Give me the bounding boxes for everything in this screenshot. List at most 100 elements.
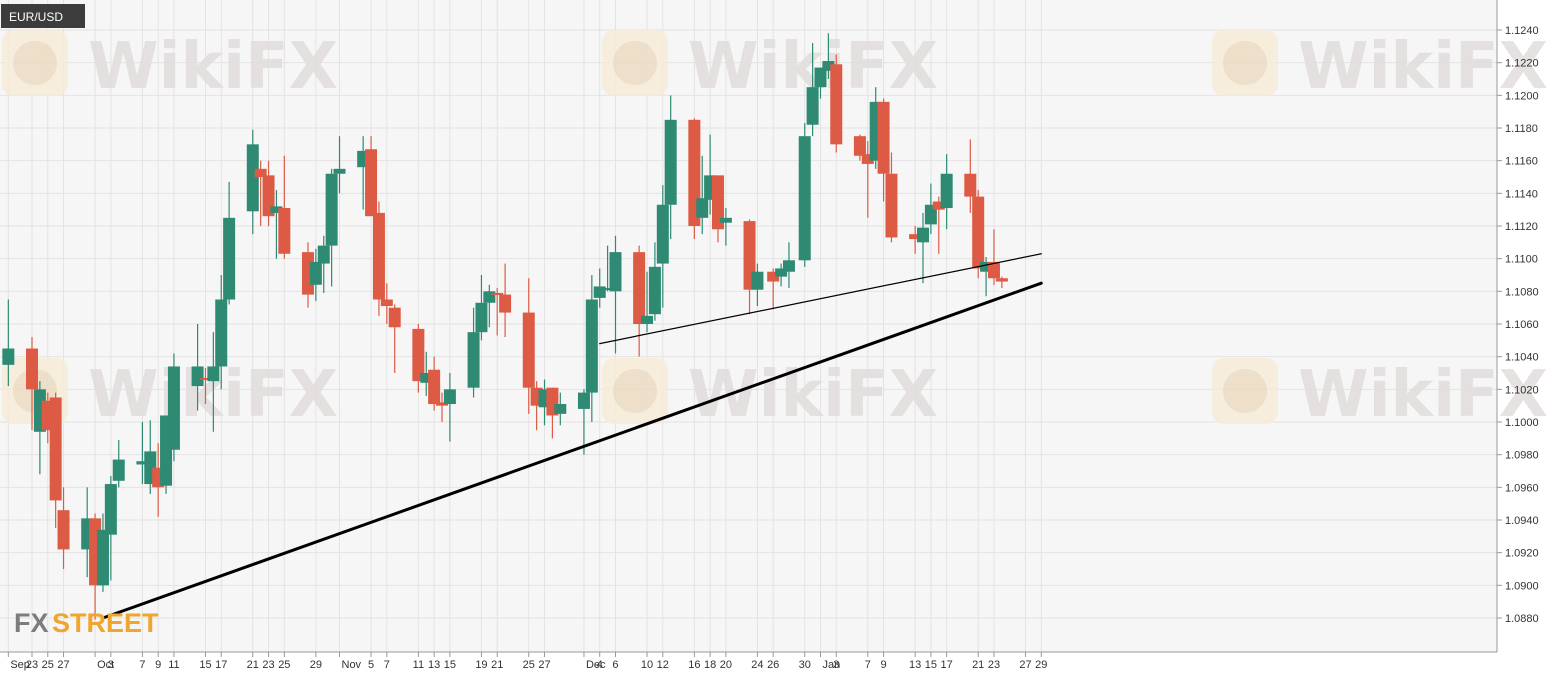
trendlines (101, 253, 1043, 620)
wikifx-watermark-text: WikiFX (88, 30, 338, 104)
candle (215, 275, 228, 390)
candle (585, 275, 598, 422)
x-tick-label: 3 (108, 659, 114, 671)
candle-body (861, 154, 874, 164)
candle (112, 439, 125, 488)
y-tick-label: 1.1020 (1505, 384, 1539, 396)
candle-body (2, 348, 15, 365)
candle-body (333, 168, 346, 174)
candle (601, 245, 614, 292)
y-tick-label: 1.1040 (1505, 352, 1539, 364)
candle (664, 95, 677, 240)
candle-body (601, 288, 614, 291)
candle-body (853, 136, 866, 156)
candle (577, 389, 590, 455)
logo-fx: FX (14, 608, 49, 638)
candle-body (932, 201, 945, 210)
candle (428, 356, 441, 411)
candle-body (467, 332, 480, 388)
x-tick-label: 21 (247, 659, 259, 671)
candle-body (577, 392, 590, 409)
candle (136, 422, 149, 485)
candle-body (365, 149, 378, 217)
candle-body (719, 217, 732, 223)
y-tick-label: 1.0980 (1505, 450, 1539, 462)
candle-body (499, 294, 512, 313)
candle (696, 155, 709, 235)
y-axis-background (1497, 0, 1565, 678)
candle-body (814, 67, 827, 88)
wikifx-watermark: WikiFX (602, 358, 938, 432)
candle-body (483, 291, 496, 303)
candle-body (104, 484, 117, 535)
x-tick-label: 4 (597, 659, 603, 671)
candle (191, 324, 204, 411)
candle (861, 141, 874, 218)
candle (309, 248, 322, 302)
candle-body (112, 459, 125, 481)
x-tick-month-label: Oct (97, 659, 114, 671)
candle-body (641, 315, 654, 324)
candle (262, 160, 275, 226)
x-tick-label: 17 (215, 659, 227, 671)
candle-body (428, 369, 441, 405)
x-tick-label: 9 (155, 659, 161, 671)
wikifx-watermark-text: WikiFX (1298, 358, 1548, 432)
candle-body (436, 402, 449, 406)
candle (648, 242, 661, 321)
candle-body (964, 173, 977, 197)
candle (995, 276, 1008, 289)
candle-body (443, 389, 456, 405)
candle (782, 242, 795, 289)
candle (246, 129, 259, 235)
candle (751, 263, 764, 307)
candle (325, 168, 338, 287)
candle-body (767, 271, 780, 282)
candle-body (696, 198, 709, 218)
candle (443, 373, 456, 442)
candle (254, 160, 267, 226)
wikifx-watermark: WikiFX (1212, 30, 1548, 104)
x-tick-label: 25 (42, 659, 54, 671)
candle (853, 134, 866, 161)
y-tick-label: 1.0920 (1505, 548, 1539, 560)
candle-body (593, 286, 606, 298)
candles (2, 33, 1008, 620)
plot-background (0, 0, 1497, 652)
x-tick-label: 10 (641, 659, 653, 671)
candle-body (522, 312, 535, 388)
candle (57, 487, 70, 569)
x-tick-label: 11 (168, 659, 179, 671)
candle-body (656, 204, 669, 264)
candle (317, 235, 330, 293)
x-tick-label: 3 (833, 659, 839, 671)
y-tick-label: 1.1220 (1505, 58, 1539, 70)
candle (475, 275, 488, 341)
wikifx-eagle-icon (1223, 369, 1267, 413)
candle (96, 513, 109, 592)
x-tick-label: 29 (1035, 659, 1047, 671)
symbol-label-bg (1, 4, 85, 28)
y-tick-label: 1.1240 (1505, 25, 1539, 37)
major-trendline (101, 281, 1043, 620)
wikifx-eagle-icon (13, 41, 57, 85)
x-tick-label: 19 (475, 659, 487, 671)
candle-body (49, 397, 62, 501)
candle (199, 368, 212, 405)
candle-body (940, 173, 953, 209)
candle-body (215, 299, 228, 367)
x-tick-label: 16 (688, 659, 700, 671)
candle (885, 152, 898, 243)
wikifx-eagle-icon (613, 41, 657, 85)
candle-body (136, 461, 149, 465)
y-tick-label: 1.1120 (1505, 221, 1538, 233)
candle-body (664, 119, 677, 205)
y-tick-label: 1.0940 (1505, 515, 1539, 527)
candle (940, 154, 953, 230)
candle-body (609, 252, 622, 292)
candle-body (317, 245, 330, 264)
candle-body (380, 299, 393, 307)
y-tick-label: 1.1160 (1505, 156, 1538, 168)
